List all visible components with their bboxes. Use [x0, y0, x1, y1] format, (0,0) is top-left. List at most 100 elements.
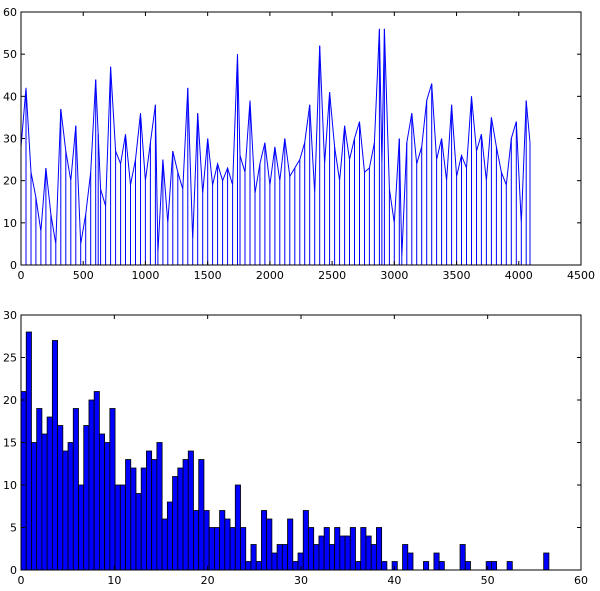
- histogram-bar: [271, 552, 278, 571]
- top-y-tick-label: 50: [3, 48, 17, 61]
- histogram-bar: [125, 459, 132, 571]
- top-x-tick-label: 0: [18, 269, 25, 282]
- histogram-bar: [376, 527, 383, 571]
- histogram-chart: 0 10 20 30 40 50 60 0 5 10 15 20 25 30: [3, 309, 588, 587]
- bottom-x-tick-label: 50: [481, 574, 495, 587]
- histogram-bar: [161, 518, 168, 571]
- histogram-bar: [313, 544, 320, 571]
- bottom-y-tick-label: 10: [3, 479, 17, 492]
- histogram-bar: [344, 535, 351, 571]
- histogram-bar: [360, 527, 367, 571]
- histogram-bar: [402, 544, 409, 571]
- histogram-bar: [25, 331, 32, 571]
- histogram-bar: [370, 544, 377, 571]
- histogram-bar: [151, 459, 158, 571]
- bottom-y-tick-label: 15: [3, 437, 17, 450]
- histogram-bar: [182, 459, 189, 571]
- top-y-tick-label: 20: [3, 175, 17, 188]
- histogram-bar: [130, 467, 137, 571]
- top-x-tick-label: 500: [73, 269, 94, 282]
- histogram-bar: [104, 442, 111, 571]
- bottom-x-tick-label: 30: [294, 574, 308, 587]
- histogram-bar: [78, 484, 85, 571]
- top-y-tick-label: 0: [10, 259, 17, 272]
- histogram-bar: [506, 561, 513, 571]
- histogram-bar: [355, 561, 362, 571]
- top-x-tick-label: 2500: [318, 269, 346, 282]
- histogram-bar: [67, 442, 74, 571]
- histogram-bar: [114, 484, 121, 571]
- histogram-bar: [62, 450, 69, 571]
- histogram-bar: [423, 561, 430, 571]
- histogram-bar: [41, 433, 48, 571]
- histogram-bar: [213, 527, 221, 571]
- histogram-bar: [266, 518, 273, 571]
- histogram-bar: [57, 425, 64, 571]
- histogram-bar: [433, 552, 440, 571]
- histogram-bar: [198, 459, 205, 571]
- histogram-bar: [99, 433, 106, 571]
- histogram-bar: [276, 544, 283, 571]
- time-series-chart: 0 500 1000 1500 2000 2500 3000 3500 4000 4500 0 10 2…: [3, 6, 595, 282]
- histogram-bar: [292, 561, 299, 571]
- histogram-bar: [177, 467, 184, 571]
- bottom-x-tick-label: 10: [107, 574, 121, 587]
- histogram-bar: [407, 552, 414, 571]
- histogram-bar: [187, 450, 194, 571]
- top-x-tick-label: 4500: [567, 269, 595, 282]
- histogram-bar: [46, 416, 53, 571]
- histogram-bar: [464, 561, 471, 571]
- top-y-tick-label: 60: [3, 6, 17, 19]
- histogram-bar: [83, 425, 90, 571]
- histogram-bar: [485, 561, 492, 571]
- histogram-bar: [229, 527, 236, 571]
- bottom-y-tick-label: 0: [10, 564, 17, 577]
- histogram-bar: [349, 527, 356, 571]
- histogram-bar: [88, 399, 95, 571]
- histogram-bar: [140, 467, 147, 571]
- histogram-bar: [219, 510, 226, 571]
- histogram-bar: [135, 493, 142, 571]
- histogram-bar: [193, 510, 200, 571]
- top-x-tick-label: 1500: [194, 269, 222, 282]
- bottom-y-tick-label: 20: [3, 394, 17, 407]
- histogram-bar: [119, 484, 126, 571]
- series-line: [20, 28, 531, 257]
- bottom-y-tick-label: 30: [3, 309, 17, 322]
- top-x-tick-label: 4000: [505, 269, 533, 282]
- histogram-bar: [156, 442, 163, 571]
- histogram-bar: [51, 340, 58, 571]
- histogram-bar: [234, 484, 241, 571]
- histogram-bar: [318, 535, 325, 571]
- histogram-bar: [490, 561, 498, 571]
- bottom-x-tick-label: 40: [387, 574, 401, 587]
- histogram-bar: [438, 561, 445, 571]
- histogram-bar: [208, 527, 215, 571]
- bottom-x-tick-label: 20: [201, 574, 215, 587]
- histogram-bar: [109, 408, 116, 571]
- histogram-bar: [36, 408, 43, 571]
- top-x-tick-label: 2000: [256, 269, 284, 282]
- histogram-bar: [172, 476, 179, 571]
- histogram-bar: [381, 561, 388, 571]
- histogram-bar: [328, 544, 335, 571]
- histogram-bar: [20, 391, 27, 571]
- histogram-bar: [323, 527, 330, 571]
- top-y-tick-label: 30: [3, 133, 17, 146]
- histogram-bar: [245, 561, 252, 571]
- histogram-bar: [334, 527, 341, 571]
- histogram-bar: [287, 518, 294, 571]
- histogram-bar: [31, 442, 38, 571]
- top-x-tick-label: 1000: [131, 269, 159, 282]
- bottom-x-tick-label: 60: [574, 574, 588, 587]
- histogram-bar: [146, 450, 153, 571]
- histogram-bar: [224, 518, 231, 571]
- histogram-bar: [203, 510, 210, 571]
- histogram-bar: [72, 408, 79, 571]
- bottom-x-tick-label: 0: [18, 574, 25, 587]
- histogram-bar: [166, 501, 173, 571]
- histogram-bar: [250, 544, 257, 571]
- histogram-bar: [543, 552, 550, 571]
- histogram-bar: [339, 535, 346, 571]
